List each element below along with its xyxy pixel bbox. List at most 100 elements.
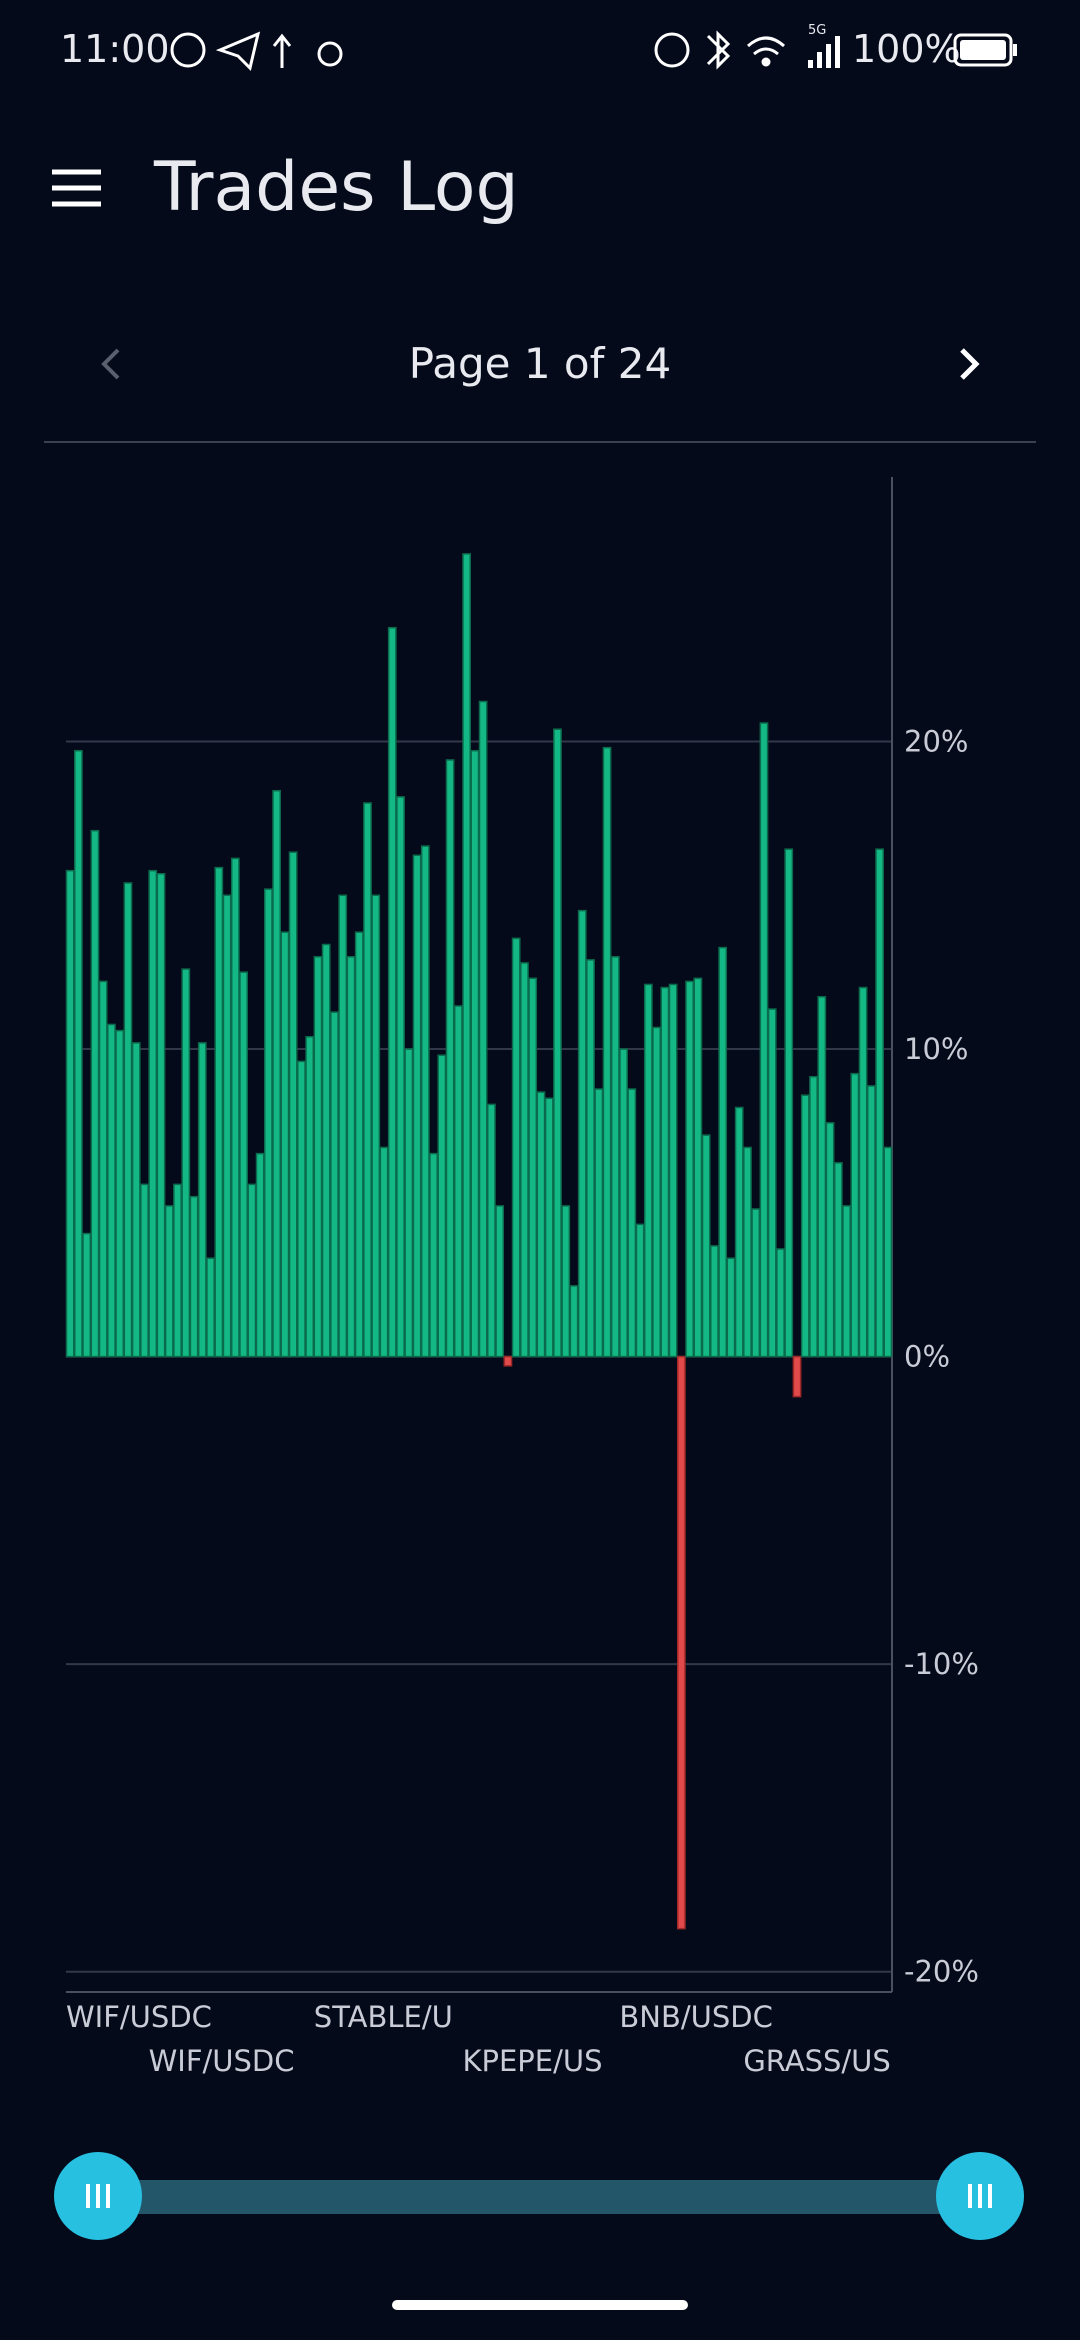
bar [470,749,480,1358]
bar [156,872,166,1358]
network-type: 5G [808,23,826,38]
bar [90,829,100,1358]
bar [330,1011,339,1358]
bar [594,1088,604,1358]
bar [833,1162,843,1358]
slider-track [98,2180,980,2214]
bar [288,851,298,1358]
bar [627,1088,637,1358]
bar [561,1205,571,1358]
page-label: Page 1 of 24 [409,339,671,388]
bar [809,1075,818,1358]
bar [652,1026,661,1358]
bar [569,1285,579,1358]
status-icons [170,30,785,71]
bar [123,882,133,1358]
x-tick-label: KPEPE/US [462,2044,602,2078]
bar [338,894,348,1358]
bar [536,1091,546,1358]
bar [610,956,620,1358]
bar [280,931,290,1358]
bar [164,1205,174,1358]
bar [255,1152,265,1358]
y-tick-label: 0% [904,1340,950,1374]
bar [115,1029,125,1358]
bar [305,1035,315,1358]
bar [429,1152,438,1358]
bar [462,553,471,1358]
bar [445,759,455,1358]
bar [850,1072,860,1358]
bar [875,848,884,1358]
bar [173,1183,182,1358]
bar [544,1097,554,1358]
bar [412,854,422,1358]
battery-tip [1013,44,1017,56]
bar [701,1134,711,1358]
battery-level: 100% [852,27,961,71]
home-indicator [392,2300,688,2310]
bar [726,1257,736,1358]
bar [511,937,521,1358]
bar [693,977,703,1358]
bar [272,789,282,1358]
bar [866,1085,876,1358]
prev-page[interactable] [101,348,120,380]
bar [776,1248,785,1358]
bar [321,943,331,1358]
bar [767,1008,777,1358]
bar [858,986,868,1358]
bar [98,980,108,1358]
x-tick-label: WIF/USDC [149,2044,295,2078]
status-time: 11:00 [60,27,170,71]
bar [478,700,488,1358]
bar [354,931,364,1358]
bar [487,1103,496,1358]
bar [297,1060,306,1358]
bar [346,956,356,1358]
x-tick-label: WIF/USDC [66,2000,212,2034]
y-tick-label: -20% [904,1955,979,1989]
bar [586,959,595,1358]
bar [404,1048,414,1358]
next-page[interactable] [960,348,980,380]
bar [660,986,670,1358]
slider-handle-left[interactable] [54,2152,142,2240]
battery-icon [953,33,1013,67]
slider-handle-right[interactable] [936,2152,1024,2240]
bar [396,796,405,1358]
bar [710,1245,719,1358]
x-tick-label: BNB/USDC [619,2000,772,2034]
signal-bars [808,36,840,68]
bar [553,728,562,1358]
bar [148,869,158,1358]
bar [181,968,191,1358]
bar [643,983,653,1358]
chart: -20% -10% 0% 10% 20% WIF/USDC WIF/USDC STABLE/U… [65,477,979,2078]
bar [437,1054,447,1358]
bar [206,1257,215,1358]
bar [387,626,397,1358]
bar [668,983,678,1358]
bar [792,1355,802,1398]
bar [82,1232,92,1358]
bar [107,1023,116,1358]
bar [239,971,248,1358]
app-title: Trades Log [153,148,519,227]
bar [842,1205,851,1358]
bar [759,722,769,1358]
x-tick-label: GRASS/US [743,2044,891,2078]
bar [197,1042,207,1358]
bar [883,1146,893,1358]
y-tick-label: -10% [904,1647,979,1681]
bar [718,946,728,1358]
menu-button[interactable] [52,169,101,207]
bar [619,1048,628,1358]
y-tick-label: 10% [904,1032,968,1066]
bar [784,848,794,1358]
bar [189,1195,199,1358]
bar [420,845,430,1358]
bar [528,977,538,1358]
